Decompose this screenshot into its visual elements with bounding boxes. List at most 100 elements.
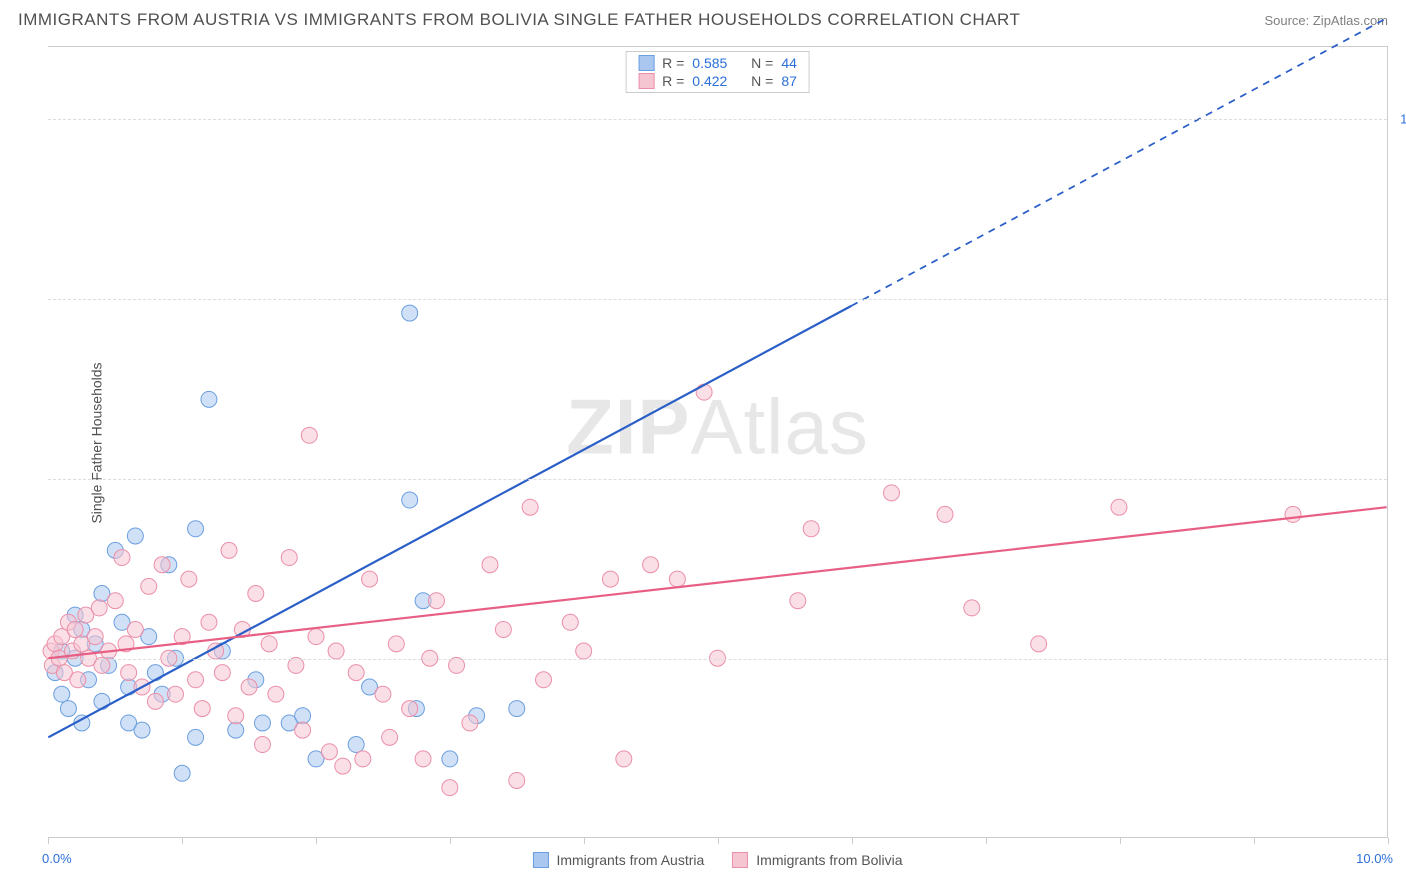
data-point (141, 578, 157, 594)
y-tick-label: 5.0% (1395, 472, 1406, 487)
data-point (154, 557, 170, 573)
data-point (402, 701, 418, 717)
data-point (362, 571, 378, 587)
chart-container: Single Father Households ZIPAtlas 2.5%5.… (48, 46, 1388, 838)
data-point (442, 780, 458, 796)
data-point (1031, 636, 1047, 652)
data-point (495, 621, 511, 637)
y-tick-label: 10.0% (1395, 112, 1406, 127)
data-point (442, 751, 458, 767)
data-point (188, 521, 204, 537)
data-point (482, 557, 498, 573)
data-point (696, 384, 712, 400)
data-point (201, 391, 217, 407)
data-point (248, 586, 264, 602)
x-axis-min-label: 0.0% (42, 851, 72, 866)
data-point (188, 672, 204, 688)
data-point (643, 557, 659, 573)
data-point (295, 722, 311, 738)
regression-line (48, 507, 1386, 658)
data-point (462, 715, 478, 731)
data-point (254, 715, 270, 731)
x-tick (852, 838, 853, 844)
data-point (261, 636, 277, 652)
data-point (964, 600, 980, 616)
data-point (937, 506, 953, 522)
data-point (576, 643, 592, 659)
data-point (127, 528, 143, 544)
legend-swatch (732, 852, 748, 868)
data-point (883, 485, 899, 501)
data-point (790, 593, 806, 609)
scatter-plot (48, 47, 1387, 838)
data-point (268, 686, 284, 702)
x-tick (316, 838, 317, 844)
data-point (348, 665, 364, 681)
x-tick (1388, 838, 1389, 844)
x-tick (182, 838, 183, 844)
n-label: N = (751, 73, 773, 89)
chart-title: IMMIGRANTS FROM AUSTRIA VS IMMIGRANTS FR… (18, 10, 1020, 30)
x-axis (48, 837, 1387, 838)
regression-line (48, 306, 851, 737)
data-point (321, 744, 337, 760)
data-point (355, 751, 371, 767)
data-point (335, 758, 351, 774)
data-point (228, 722, 244, 738)
data-point (54, 686, 70, 702)
legend-item: Immigrants from Bolivia (732, 852, 902, 868)
legend-label: Immigrants from Austria (556, 852, 704, 868)
data-point (254, 737, 270, 753)
data-point (669, 571, 685, 587)
data-point (94, 693, 110, 709)
grid-line (48, 479, 1387, 480)
regression-line-extrapolated (851, 18, 1386, 306)
data-point (181, 571, 197, 587)
data-point (167, 686, 183, 702)
data-point (281, 550, 297, 566)
data-point (70, 672, 86, 688)
data-point (214, 665, 230, 681)
data-point (228, 708, 244, 724)
r-label: R = (662, 73, 684, 89)
data-point (1111, 499, 1127, 515)
data-point (1285, 506, 1301, 522)
data-point (328, 643, 344, 659)
data-point (308, 629, 324, 645)
data-point (388, 636, 404, 652)
grid-line (48, 659, 1387, 660)
data-point (509, 772, 525, 788)
data-point (295, 708, 311, 724)
data-point (562, 614, 578, 630)
data-point (301, 427, 317, 443)
r-value: 0.585 (692, 55, 727, 71)
data-point (188, 729, 204, 745)
data-point (194, 701, 210, 717)
x-tick (584, 838, 585, 844)
n-value: 87 (781, 73, 797, 89)
stats-row: R = 0.585 N = 44 (626, 54, 809, 72)
data-point (201, 614, 217, 630)
data-point (428, 593, 444, 609)
stats-legend: R = 0.585 N = 44R = 0.422 N = 87 (625, 51, 810, 93)
data-point (382, 729, 398, 745)
data-point (241, 679, 257, 695)
data-point (509, 701, 525, 717)
n-label: N = (751, 55, 773, 71)
data-point (616, 751, 632, 767)
y-tick-label: 7.5% (1395, 292, 1406, 307)
data-point (415, 751, 431, 767)
data-point (107, 593, 123, 609)
data-point (114, 550, 130, 566)
data-point (522, 499, 538, 515)
data-point (402, 305, 418, 321)
data-point (348, 737, 364, 753)
legend-swatch (532, 852, 548, 868)
y-tick-label: 2.5% (1395, 652, 1406, 667)
data-point (147, 665, 163, 681)
data-point (536, 672, 552, 688)
x-tick (48, 838, 49, 844)
legend-swatch (638, 73, 654, 89)
legend-item: Immigrants from Austria (532, 852, 704, 868)
data-point (402, 492, 418, 508)
